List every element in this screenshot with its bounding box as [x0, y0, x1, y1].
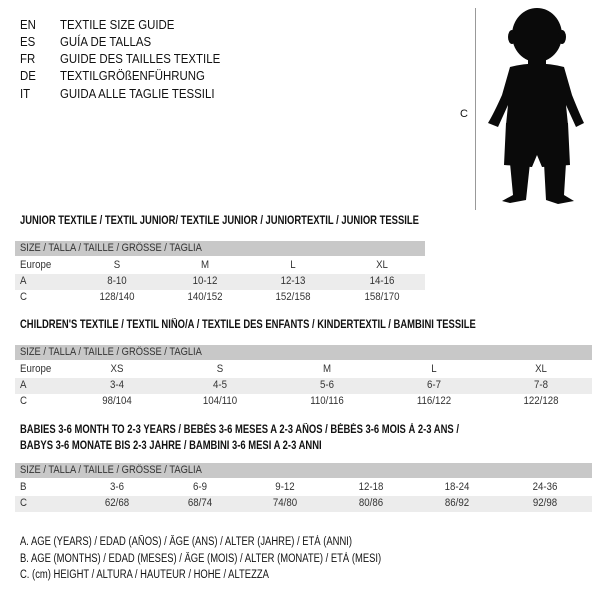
table-cell: 110/116: [310, 395, 344, 407]
language-title: GUIDE DES TAILLES TEXTILE: [60, 51, 221, 66]
language-title: GUIDA ALLE TAGLIE TESSILI: [60, 86, 215, 101]
table-heading: BABIES 3-6 MONTH TO 2-3 YEARS / BEBÉS 3-…: [20, 424, 459, 436]
child-silhouette-icon: [488, 8, 584, 204]
table-header-bar: SIZE / TALLA / TAILLE / GRÖSSE / TAGLIA: [15, 463, 592, 478]
row-label: Europe: [20, 259, 52, 271]
language-title: TEXTILE SIZE GUIDE: [60, 17, 175, 32]
table-cell: 6-9: [193, 481, 207, 493]
table-cell: 12-18: [358, 481, 384, 493]
table-cell: S: [216, 363, 224, 375]
language-code: IT: [20, 86, 31, 101]
table-cell: 8-10: [107, 275, 127, 287]
table-heading: JUNIOR TEXTILE / TEXTIL JUNIOR/ TEXTILE …: [20, 215, 419, 227]
table-heading: CHILDREN'S TEXTILE / TEXTIL NIÑO/A / TEX…: [20, 319, 476, 331]
language-code: ES: [20, 34, 36, 49]
table-cell: 18-24: [444, 481, 470, 493]
table-cell: 122/128: [523, 395, 559, 407]
row-label: C: [20, 395, 27, 407]
table-cell: 116/122: [416, 395, 452, 407]
table-row: A 3-4 4-5 5-6 6-7 7-8: [15, 378, 592, 394]
language-code: FR: [20, 51, 36, 66]
table-cell: XL: [535, 363, 547, 375]
table-cell: 68/74: [187, 497, 213, 509]
row-label: Europe: [20, 363, 52, 375]
table-row: Europe XS S M L XL: [15, 362, 592, 378]
table-row: B 3-6 6-9 9-12 12-18 18-24 24-36: [15, 480, 592, 496]
table-cell: 4-5: [213, 379, 227, 391]
table-row: Europe S M L XL: [15, 258, 425, 274]
table-row: C 98/104 104/110 110/116 116/122 122/128: [15, 394, 592, 410]
table-cell: 152/158: [275, 291, 311, 303]
table-cell: 92/98: [532, 497, 558, 509]
table-cell: 62/68: [104, 497, 130, 509]
table-cell: M: [200, 259, 210, 271]
table-cell: 98/104: [102, 395, 132, 407]
table-cell: L: [290, 259, 296, 271]
table-heading-line2: BABYS 3-6 MONATE BIS 2-3 JAHRE / BAMBINI…: [20, 440, 322, 452]
row-label: B: [20, 481, 27, 493]
table-cell: 6-7: [427, 379, 441, 391]
language-code: DE: [20, 68, 36, 83]
height-label: C: [460, 108, 468, 120]
row-label: C: [20, 497, 27, 509]
table-cell: M: [322, 363, 332, 375]
table-row: C 62/68 68/74 74/80 80/86 86/92 92/98: [15, 496, 592, 512]
table-cell: 86/92: [444, 497, 470, 509]
table-row: A 8-10 10-12 12-13 14-16: [15, 274, 425, 290]
table-cell: L: [431, 363, 437, 375]
legend-item: B. AGE (MONTHS) / EDAD (MESES) / ÂGE (MO…: [20, 553, 382, 565]
table-cell: 104/110: [202, 395, 238, 407]
table-cell: 158/170: [364, 291, 400, 303]
table-cell: 9-12: [275, 481, 295, 493]
table-cell: 7-8: [534, 379, 548, 391]
table-cell: 12-13: [280, 275, 306, 287]
table-cell: 24-36: [532, 481, 558, 493]
table-cell: 14-16: [369, 275, 395, 287]
table-header-bar: SIZE / TALLA / TAILLE / GRÖSSE / TAGLIA: [15, 345, 592, 360]
language-title: TEXTILGRÖßENFÜHRUNG: [60, 68, 205, 83]
table-cell: XL: [376, 259, 388, 271]
table-cell: 140/152: [187, 291, 223, 303]
legend-item: A. AGE (YEARS) / EDAD (AÑOS) / ÂGE (ANS)…: [20, 536, 353, 548]
table-cell: 3-4: [110, 379, 124, 391]
table-header-label: SIZE / TALLA / TAILLE / GRÖSSE / TAGLIA: [20, 242, 202, 254]
row-label: A: [20, 379, 27, 391]
language-code: EN: [20, 17, 36, 32]
table-cell: 3-6: [110, 481, 124, 493]
language-title: GUÍA DE TALLAS: [60, 34, 152, 49]
table-cell: S: [113, 259, 121, 271]
row-label: A: [20, 275, 27, 287]
table-header-label: SIZE / TALLA / TAILLE / GRÖSSE / TAGLIA: [20, 346, 202, 358]
height-line: [475, 8, 476, 210]
table-cell: XS: [110, 363, 124, 375]
table-cell: 10-12: [192, 275, 218, 287]
table-cell: 128/140: [99, 291, 135, 303]
table-cell: 5-6: [320, 379, 334, 391]
table-row: C 128/140 140/152 152/158 158/170: [15, 290, 425, 306]
table-cell: 80/86: [358, 497, 384, 509]
table-cell: 74/80: [272, 497, 298, 509]
table-header-label: SIZE / TALLA / TAILLE / GRÖSSE / TAGLIA: [20, 464, 202, 476]
row-label: C: [20, 291, 27, 303]
legend-item: C. (cm) HEIGHT / ALTURA / HAUTEUR / HÖHE…: [20, 569, 269, 581]
table-header-bar: SIZE / TALLA / TAILLE / GRÖSSE / TAGLIA: [15, 241, 425, 256]
